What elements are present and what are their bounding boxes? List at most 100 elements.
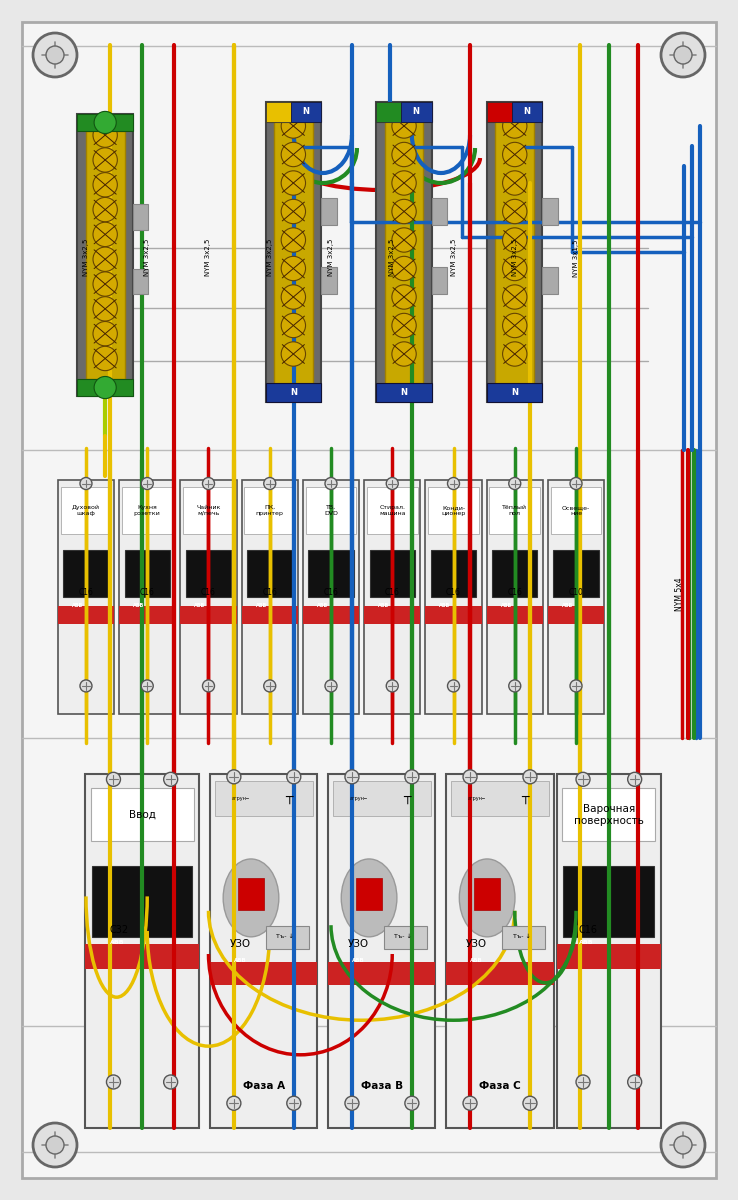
Text: NYM 3x1,5: NYM 3x1,5: [573, 239, 579, 276]
Circle shape: [93, 198, 117, 222]
Circle shape: [164, 773, 178, 786]
Circle shape: [503, 114, 527, 138]
Text: ABB: ABB: [317, 602, 328, 607]
Bar: [183, 487, 234, 534]
Circle shape: [463, 1097, 477, 1110]
Circle shape: [141, 478, 154, 490]
Bar: [489, 487, 540, 534]
Text: NYM 5x4: NYM 5x4: [675, 577, 685, 611]
Text: С16: С16: [139, 588, 155, 596]
Bar: [487, 102, 542, 121]
Text: Тъ- ↓: Тъ- ↓: [394, 935, 413, 940]
Text: Варочная
поверхность: Варочная поверхность: [574, 804, 644, 826]
Bar: [58, 480, 114, 714]
Bar: [376, 383, 432, 402]
Circle shape: [281, 170, 306, 196]
Circle shape: [93, 122, 117, 148]
Text: ABB: ABB: [562, 602, 573, 607]
Ellipse shape: [223, 859, 279, 937]
Circle shape: [164, 1075, 178, 1088]
Bar: [180, 606, 237, 624]
Bar: [562, 788, 655, 841]
Text: агрун─: агрун─: [232, 797, 249, 802]
Circle shape: [281, 143, 306, 167]
Text: N: N: [290, 388, 297, 397]
Bar: [425, 480, 482, 714]
Text: NYM 3x2,5: NYM 3x2,5: [83, 239, 89, 276]
Text: ABB: ABB: [579, 940, 593, 944]
Circle shape: [141, 680, 154, 692]
Bar: [486, 606, 543, 624]
Circle shape: [281, 114, 306, 138]
Bar: [266, 102, 291, 121]
Bar: [210, 774, 317, 1128]
Bar: [432, 198, 447, 226]
Text: агрун─: агрун─: [350, 797, 368, 802]
Bar: [303, 480, 359, 714]
Bar: [495, 120, 534, 384]
Circle shape: [392, 257, 416, 281]
Circle shape: [93, 247, 117, 271]
Circle shape: [287, 1097, 301, 1110]
Bar: [475, 878, 500, 911]
Text: Тъ- ↓: Тъ- ↓: [276, 935, 294, 940]
Bar: [247, 550, 292, 596]
Bar: [446, 961, 554, 985]
Circle shape: [386, 680, 399, 692]
Circle shape: [392, 313, 416, 337]
Bar: [548, 606, 604, 624]
Text: Кухня
розетки: Кухня розетки: [134, 505, 161, 516]
Bar: [384, 120, 424, 384]
Circle shape: [392, 114, 416, 138]
Circle shape: [674, 46, 692, 64]
Bar: [451, 781, 549, 816]
Bar: [328, 961, 435, 985]
Bar: [92, 866, 193, 937]
Text: С16: С16: [78, 588, 94, 596]
Text: NYM 3x2,5: NYM 3x2,5: [205, 239, 212, 276]
Bar: [266, 102, 321, 402]
Bar: [563, 866, 655, 937]
Bar: [77, 114, 133, 131]
Bar: [119, 606, 176, 624]
Bar: [308, 550, 354, 596]
Circle shape: [628, 773, 641, 786]
Circle shape: [227, 770, 241, 784]
Circle shape: [281, 199, 306, 223]
Circle shape: [576, 773, 590, 786]
Circle shape: [93, 322, 117, 346]
Text: Тъ- ↓: Тъ- ↓: [512, 935, 531, 940]
Circle shape: [503, 228, 527, 252]
Bar: [384, 926, 427, 949]
Text: ABB: ABB: [72, 602, 83, 607]
Circle shape: [93, 272, 117, 296]
Text: N: N: [511, 388, 518, 397]
Bar: [492, 550, 537, 596]
Circle shape: [503, 199, 527, 223]
Circle shape: [46, 46, 64, 64]
Text: Стирал.
машина: Стирал. машина: [379, 505, 405, 516]
Bar: [266, 102, 321, 121]
Bar: [133, 269, 148, 294]
Text: ABB: ABB: [194, 602, 206, 607]
Bar: [77, 379, 133, 396]
Bar: [432, 266, 447, 294]
Bar: [122, 487, 173, 534]
Text: ┬: ┬: [521, 791, 528, 804]
Text: NYM 3x2,5: NYM 3x2,5: [144, 239, 151, 276]
Bar: [241, 606, 298, 624]
Text: ABB: ABB: [133, 602, 145, 607]
Circle shape: [503, 170, 527, 196]
Text: С16: С16: [384, 588, 400, 596]
Text: Освеще-
ние: Освеще- ние: [562, 505, 590, 516]
Bar: [215, 781, 313, 816]
Text: С10: С10: [568, 588, 584, 596]
Bar: [244, 487, 295, 534]
Circle shape: [503, 257, 527, 281]
Circle shape: [523, 770, 537, 784]
Bar: [548, 480, 604, 714]
Bar: [551, 487, 601, 534]
Text: ABB: ABB: [109, 940, 124, 944]
Circle shape: [263, 680, 276, 692]
Text: Духовой
шкаф: Духовой шкаф: [72, 505, 100, 516]
